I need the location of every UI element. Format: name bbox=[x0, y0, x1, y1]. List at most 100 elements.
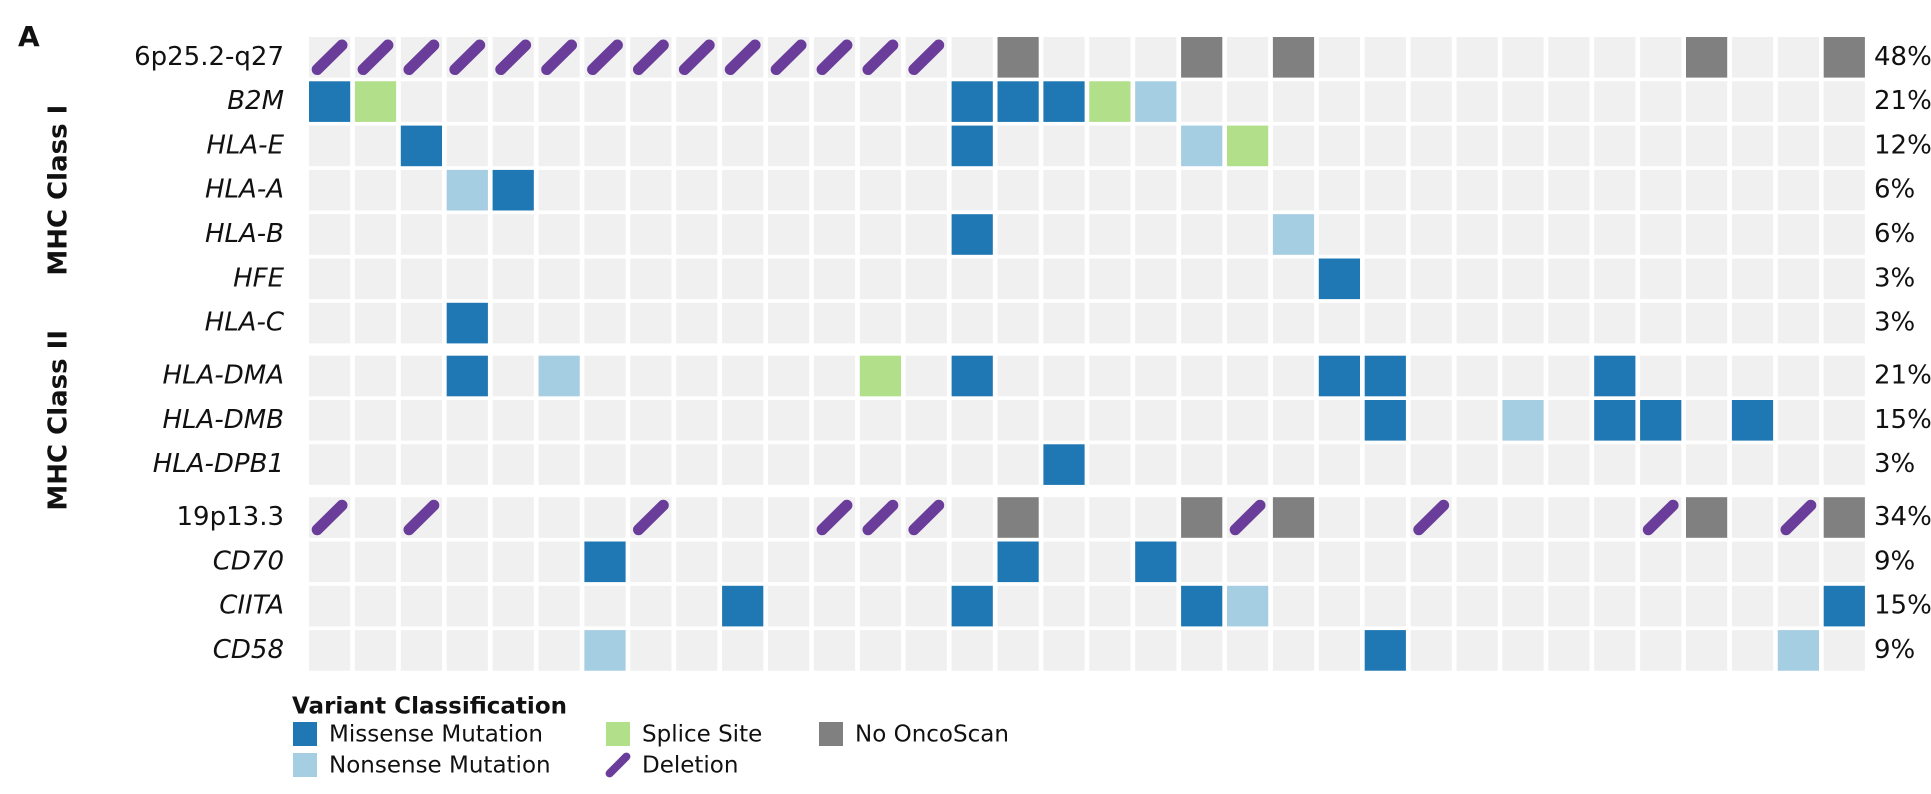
empty-cell bbox=[354, 355, 397, 397]
empty-cell bbox=[538, 214, 580, 255]
empty-cell bbox=[997, 302, 1039, 344]
variant-cell bbox=[446, 302, 488, 344]
variant-cell bbox=[951, 214, 993, 255]
empty-cell bbox=[1135, 214, 1177, 255]
empty-cell bbox=[1686, 81, 1728, 122]
empty-cell bbox=[1777, 169, 1819, 211]
empty-cell bbox=[1686, 258, 1728, 300]
empty-cell bbox=[1364, 258, 1406, 300]
legend-label: Missense Mutation bbox=[329, 722, 543, 748]
empty-cell bbox=[538, 81, 580, 122]
empty-cell bbox=[492, 258, 534, 300]
row-percent: 9% bbox=[1874, 546, 1915, 576]
empty-cell bbox=[309, 258, 351, 300]
deletion-mark bbox=[908, 39, 945, 76]
empty-cell bbox=[630, 630, 672, 671]
empty-cell bbox=[768, 302, 810, 344]
empty-cell bbox=[584, 497, 626, 538]
empty-cell bbox=[1272, 81, 1315, 122]
empty-cell bbox=[1089, 400, 1131, 441]
empty-cell bbox=[1364, 497, 1406, 538]
empty-cell bbox=[309, 125, 351, 167]
row-percent: 34% bbox=[1874, 502, 1931, 532]
empty-cell bbox=[630, 125, 672, 167]
empty-cell bbox=[1777, 81, 1819, 122]
variant-cell bbox=[1181, 37, 1223, 78]
variant-cell bbox=[1364, 400, 1406, 441]
empty-cell bbox=[1502, 541, 1544, 583]
empty-cell bbox=[1823, 81, 1865, 122]
empty-cell bbox=[1731, 37, 1774, 78]
deletion-mark bbox=[724, 39, 761, 76]
empty-cell bbox=[1272, 444, 1315, 485]
deletion-mark bbox=[1413, 499, 1450, 536]
empty-cell bbox=[630, 302, 672, 344]
empty-cell bbox=[722, 125, 764, 167]
empty-cell bbox=[446, 400, 488, 441]
variant-cell bbox=[584, 630, 626, 671]
empty-cell bbox=[1181, 214, 1223, 255]
empty-cell bbox=[768, 214, 810, 255]
variant-cell bbox=[722, 585, 764, 627]
deletion-mark bbox=[403, 499, 440, 536]
row-percent: 3% bbox=[1874, 449, 1915, 479]
empty-cell bbox=[1135, 444, 1177, 485]
empty-cell bbox=[1043, 302, 1085, 344]
empty-cell bbox=[1731, 444, 1774, 485]
empty-cell bbox=[905, 355, 947, 397]
row-percent: 21% bbox=[1874, 361, 1931, 391]
empty-cell bbox=[630, 355, 672, 397]
empty-cell bbox=[768, 355, 810, 397]
empty-cell bbox=[813, 585, 856, 627]
variant-cell bbox=[1089, 81, 1131, 122]
empty-cell bbox=[905, 258, 947, 300]
empty-cell bbox=[446, 541, 488, 583]
empty-cell bbox=[859, 169, 901, 211]
variant-cell bbox=[951, 355, 993, 397]
empty-cell bbox=[1686, 169, 1728, 211]
variant-cell bbox=[951, 585, 993, 627]
empty-cell bbox=[1089, 497, 1131, 538]
empty-cell bbox=[492, 355, 534, 397]
empty-cell bbox=[1043, 355, 1085, 397]
empty-cell bbox=[1502, 497, 1544, 538]
empty-cell bbox=[1548, 37, 1590, 78]
empty-cell bbox=[1777, 355, 1819, 397]
empty-cell bbox=[1548, 355, 1590, 397]
empty-cell bbox=[1410, 81, 1452, 122]
empty-cell bbox=[309, 585, 351, 627]
empty-cell bbox=[1318, 125, 1360, 167]
empty-cell bbox=[1364, 125, 1406, 167]
empty-cell bbox=[309, 169, 351, 211]
empty-cell bbox=[1548, 125, 1590, 167]
empty-cell bbox=[722, 302, 764, 344]
variant-cell bbox=[1181, 497, 1223, 538]
variant-cell bbox=[1181, 585, 1223, 627]
variant-cell bbox=[1502, 400, 1544, 441]
empty-cell bbox=[768, 497, 810, 538]
empty-cell bbox=[1456, 258, 1498, 300]
empty-cell bbox=[1135, 497, 1177, 538]
empty-cell bbox=[584, 81, 626, 122]
empty-cell bbox=[400, 444, 442, 485]
empty-cell bbox=[905, 125, 947, 167]
variant-cell bbox=[1318, 355, 1360, 397]
empty-cell bbox=[1364, 541, 1406, 583]
empty-cell bbox=[1089, 258, 1131, 300]
empty-cell bbox=[1272, 585, 1315, 627]
empty-cell bbox=[1410, 355, 1452, 397]
empty-cell bbox=[676, 214, 718, 255]
row-label: HLA-C bbox=[205, 308, 285, 338]
empty-cell bbox=[1731, 541, 1774, 583]
empty-cell bbox=[859, 302, 901, 344]
empty-cell bbox=[492, 400, 534, 441]
empty-cell bbox=[768, 169, 810, 211]
empty-cell bbox=[1043, 541, 1085, 583]
empty-cell bbox=[1043, 125, 1085, 167]
empty-cell bbox=[1823, 630, 1865, 671]
empty-cell bbox=[813, 444, 856, 485]
empty-cell bbox=[400, 258, 442, 300]
empty-cell bbox=[1318, 630, 1360, 671]
empty-cell bbox=[630, 400, 672, 441]
empty-cell bbox=[997, 585, 1039, 627]
